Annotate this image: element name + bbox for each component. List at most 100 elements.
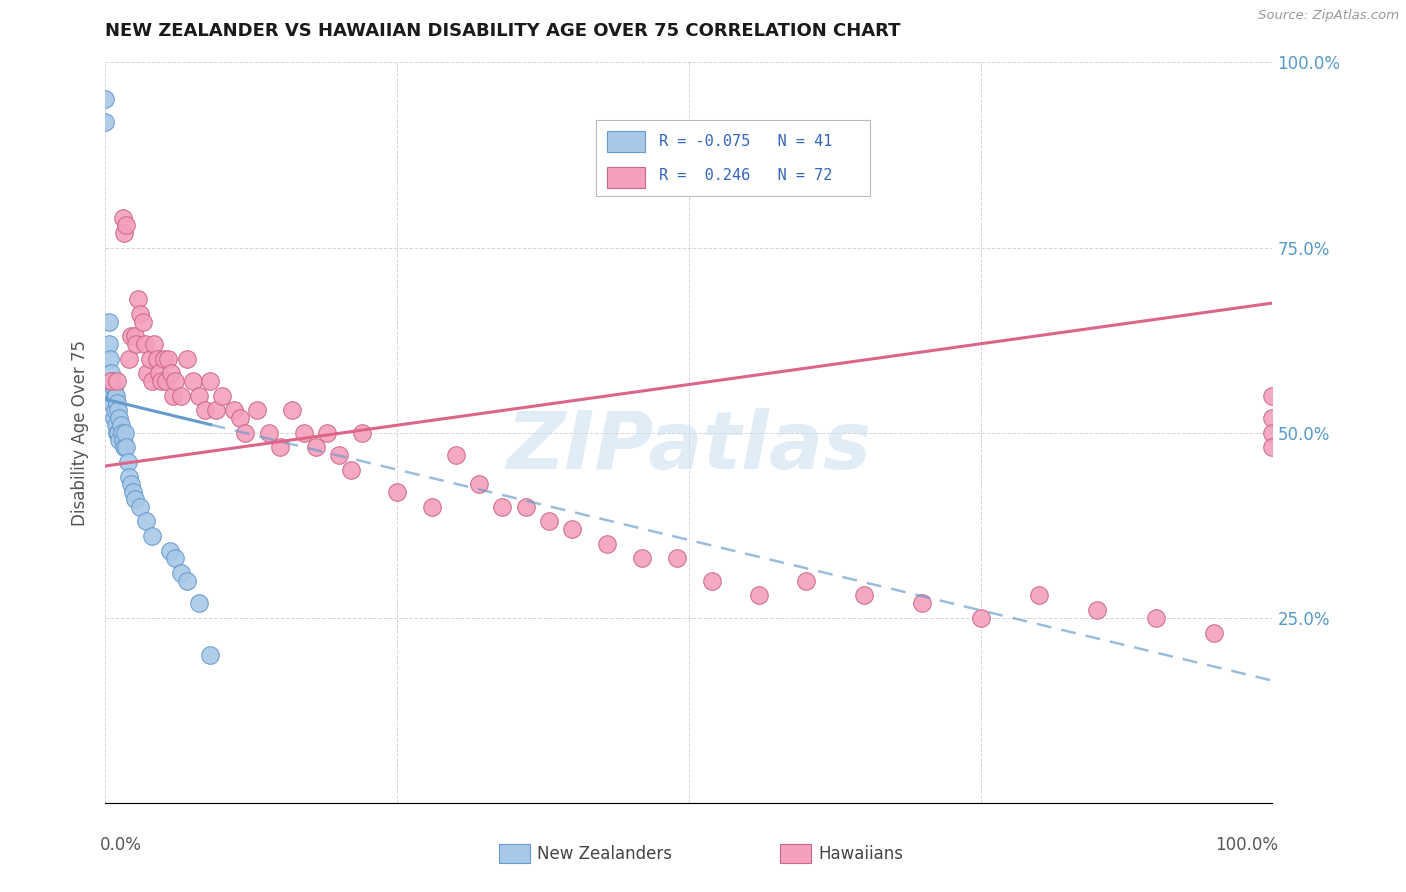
Point bbox=[170, 389, 193, 403]
Point bbox=[170, 566, 193, 581]
Point bbox=[104, 418, 127, 433]
Y-axis label: Disability Age Over 75: Disability Age Over 75 bbox=[72, 340, 90, 525]
Point bbox=[111, 425, 134, 440]
Point bbox=[1144, 611, 1167, 625]
Point bbox=[150, 374, 173, 388]
Point bbox=[155, 374, 177, 388]
Text: Source: ZipAtlas.com: Source: ZipAtlas.com bbox=[1258, 9, 1399, 22]
Point bbox=[94, 114, 117, 128]
Point bbox=[1202, 625, 1225, 640]
Point bbox=[200, 648, 222, 662]
Point bbox=[118, 470, 141, 484]
Point bbox=[316, 425, 339, 440]
Point bbox=[666, 551, 689, 566]
Point bbox=[176, 351, 198, 366]
Point bbox=[105, 374, 128, 388]
Point bbox=[107, 425, 129, 440]
Point bbox=[129, 500, 152, 514]
Point bbox=[235, 425, 257, 440]
Point bbox=[105, 425, 128, 440]
Point bbox=[911, 596, 934, 610]
Point bbox=[134, 336, 156, 351]
Point bbox=[596, 537, 619, 551]
Point bbox=[269, 441, 292, 455]
Point bbox=[385, 484, 408, 499]
Point bbox=[200, 374, 222, 388]
Point bbox=[120, 477, 142, 491]
Bar bbox=[606, 131, 645, 153]
Point bbox=[328, 448, 350, 462]
Text: New Zealanders: New Zealanders bbox=[537, 845, 672, 863]
Point bbox=[257, 425, 280, 440]
Point bbox=[104, 403, 127, 417]
Point bbox=[162, 389, 184, 403]
Point bbox=[561, 522, 583, 536]
Point bbox=[631, 551, 654, 566]
Point bbox=[159, 367, 181, 381]
Point bbox=[122, 484, 145, 499]
Point bbox=[352, 425, 374, 440]
Text: Hawaiians: Hawaiians bbox=[818, 845, 903, 863]
Point bbox=[143, 336, 166, 351]
Point bbox=[148, 367, 170, 381]
Point bbox=[111, 433, 134, 447]
Point bbox=[157, 351, 180, 366]
Point bbox=[165, 374, 187, 388]
Point bbox=[1028, 589, 1050, 603]
Text: R = -0.075   N = 41: R = -0.075 N = 41 bbox=[658, 134, 832, 149]
Text: 100.0%: 100.0% bbox=[1215, 836, 1278, 855]
Point bbox=[339, 463, 361, 477]
Point bbox=[141, 529, 163, 543]
Point bbox=[115, 441, 138, 455]
Point bbox=[135, 515, 157, 529]
Point bbox=[103, 410, 125, 425]
Point bbox=[491, 500, 513, 514]
Point bbox=[852, 589, 875, 603]
Point bbox=[1261, 425, 1284, 440]
Point bbox=[111, 211, 134, 225]
Point bbox=[187, 389, 209, 403]
Point bbox=[108, 433, 131, 447]
Point bbox=[1261, 389, 1284, 403]
Point bbox=[100, 389, 122, 403]
Point bbox=[281, 403, 304, 417]
Point bbox=[107, 403, 129, 417]
Point bbox=[515, 500, 537, 514]
Point bbox=[115, 219, 138, 233]
Point bbox=[205, 403, 228, 417]
Point bbox=[153, 351, 174, 366]
Point bbox=[141, 374, 163, 388]
Point bbox=[1261, 410, 1284, 425]
Text: 0.0%: 0.0% bbox=[100, 836, 142, 855]
Point bbox=[132, 315, 155, 329]
Point bbox=[1261, 441, 1284, 455]
Point bbox=[124, 492, 146, 507]
Point bbox=[112, 441, 135, 455]
Point bbox=[100, 374, 122, 388]
Point bbox=[124, 329, 146, 343]
Text: ZIPatlas: ZIPatlas bbox=[506, 409, 872, 486]
Point bbox=[246, 403, 269, 417]
Point bbox=[794, 574, 817, 588]
Point bbox=[120, 329, 142, 343]
Point bbox=[118, 351, 141, 366]
Point bbox=[97, 315, 120, 329]
Point bbox=[104, 389, 127, 403]
Point bbox=[702, 574, 724, 588]
Point bbox=[194, 403, 217, 417]
Point bbox=[129, 307, 152, 321]
Point bbox=[97, 336, 120, 351]
Point bbox=[103, 381, 125, 395]
Point bbox=[105, 396, 128, 410]
Point bbox=[114, 425, 136, 440]
Text: R =  0.246   N = 72: R = 0.246 N = 72 bbox=[658, 169, 832, 184]
Point bbox=[1085, 603, 1108, 617]
Point bbox=[228, 410, 250, 425]
Point bbox=[112, 226, 135, 240]
Point bbox=[165, 551, 187, 566]
Point bbox=[222, 403, 245, 417]
Point bbox=[159, 544, 181, 558]
Point bbox=[444, 448, 467, 462]
Point bbox=[100, 367, 122, 381]
Point bbox=[292, 425, 315, 440]
